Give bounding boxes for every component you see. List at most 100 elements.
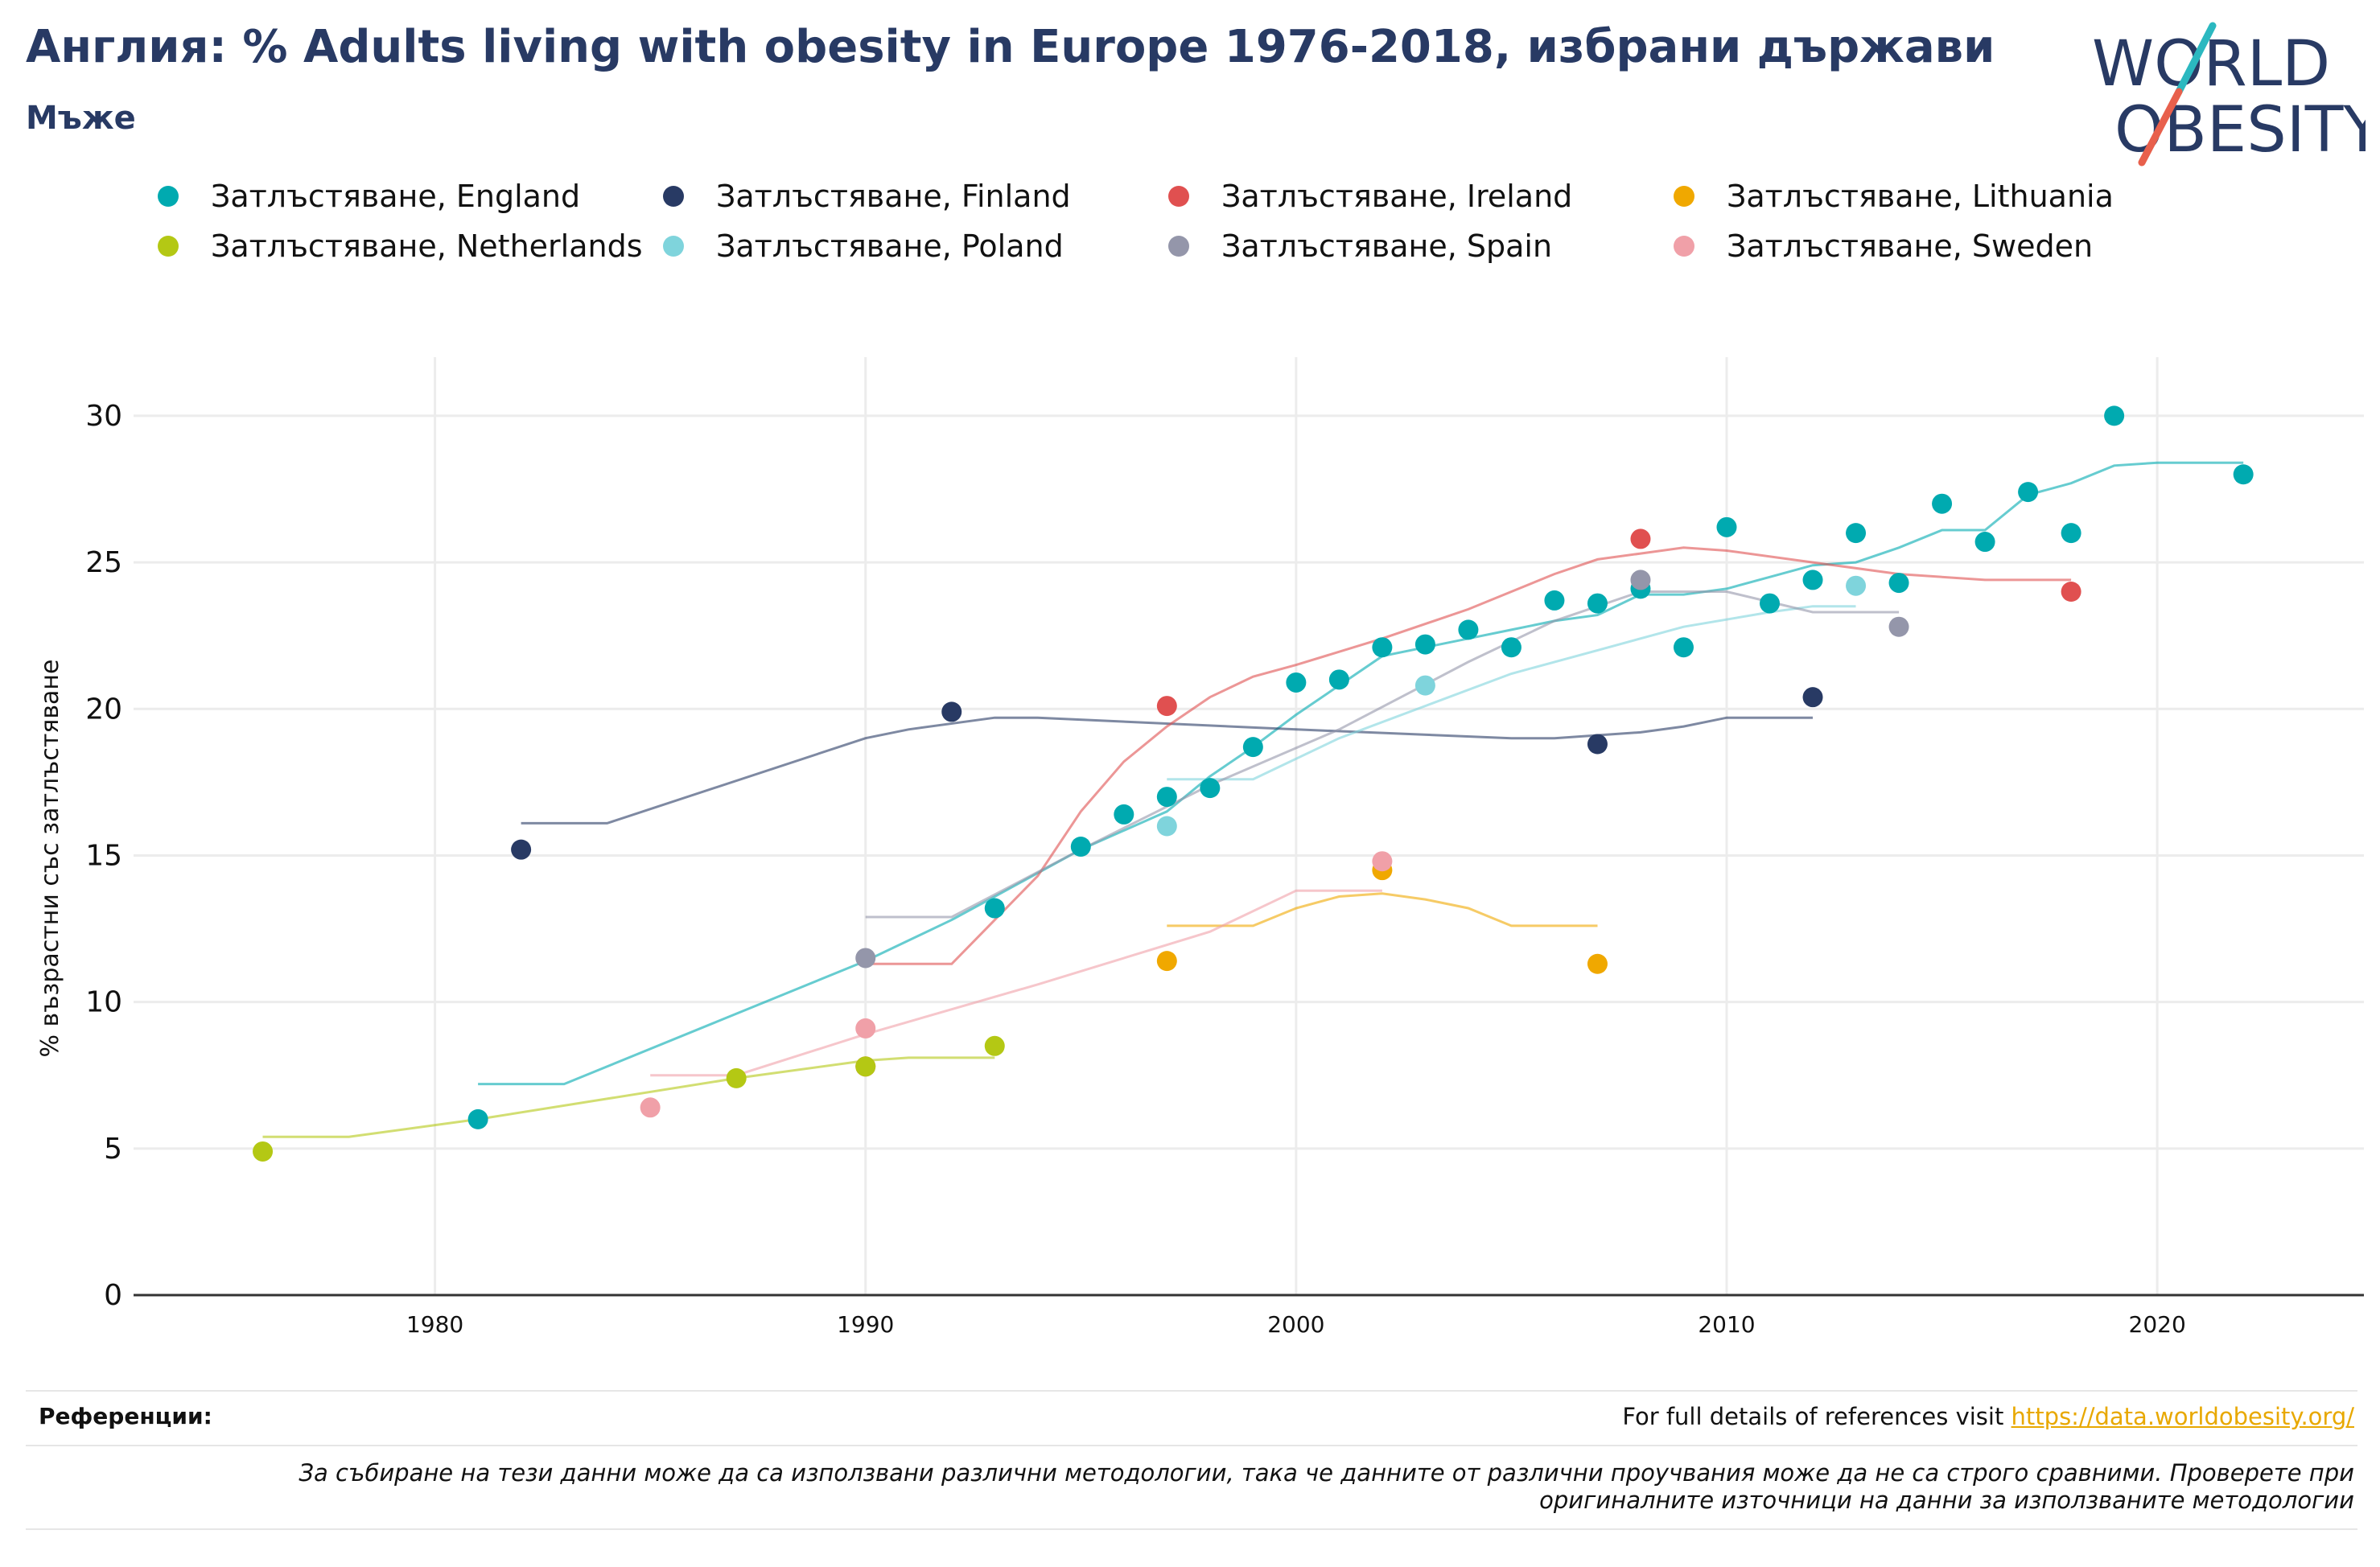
- data-point: [1156, 816, 1177, 837]
- chart-plot: 1980 1990 2000 2010 2020 0 5 10 15 20 25 30 % възрас…: [36, 357, 2364, 1338]
- data-point: [1242, 737, 1263, 758]
- data-point: [2233, 464, 2254, 485]
- y-tick-label: 15: [85, 839, 122, 872]
- data-point: [511, 839, 532, 860]
- data-point: [1372, 637, 1393, 658]
- y-axis-label: % възрастни със затлъстяване: [36, 660, 64, 1058]
- legend-marker: [663, 236, 684, 257]
- trend-line: [1167, 892, 1598, 927]
- data-point: [253, 1141, 274, 1162]
- y-tick-label: 25: [85, 546, 122, 579]
- trend-line: [478, 461, 2244, 1086]
- legend-item: Затлъстяване, Netherlands: [158, 228, 643, 264]
- data-point: [855, 1056, 876, 1077]
- legend-marker: [158, 236, 179, 257]
- data-point: [2104, 405, 2125, 426]
- data-point: [1587, 593, 1608, 614]
- chart-title: Англия: % Adults living with obesity in …: [26, 21, 1995, 73]
- data-point: [1286, 672, 1307, 693]
- data-point: [984, 1035, 1005, 1056]
- legend-item: Затлъстяване, England: [158, 179, 580, 214]
- legend-label: Затлъстяване, Spain: [1221, 228, 1553, 264]
- references-text: For full details of references visit htt…: [1622, 1403, 2354, 1430]
- data-point: [1587, 953, 1608, 974]
- trend-line: [865, 546, 2072, 965]
- data-point: [640, 1097, 661, 1118]
- data-point: [1070, 837, 1091, 858]
- trend-line: [521, 716, 1813, 825]
- data-point: [467, 1108, 488, 1129]
- data-point: [726, 1067, 747, 1088]
- legend-marker: [1168, 236, 1189, 257]
- legend-item: Затлъстяване, Finland: [663, 179, 1071, 214]
- trend-line: [865, 590, 1900, 919]
- data-point: [1587, 734, 1608, 755]
- legend-marker: [1168, 186, 1189, 207]
- legend-label: Затлъстяване, Ireland: [1221, 179, 1573, 214]
- trend-line: [1167, 605, 1856, 781]
- x-tick-label: 2010: [1698, 1311, 1755, 1338]
- legend-item: Затлъстяване, Ireland: [1168, 179, 1572, 214]
- data-point: [1716, 516, 1737, 537]
- legend-label: Затлъстяване, England: [211, 179, 581, 214]
- data-point: [1200, 778, 1221, 799]
- y-tick-label: 20: [85, 693, 122, 726]
- references-label: Референции:: [39, 1403, 212, 1429]
- y-tick-label: 0: [104, 1279, 122, 1312]
- data-point: [2061, 523, 2081, 544]
- data-point: [1372, 851, 1393, 872]
- legend-label: Затлъстяване, Sweden: [1727, 228, 2094, 264]
- legend-marker: [1674, 186, 1694, 207]
- logo-line1: WORLD: [2092, 28, 2330, 101]
- world-obesity-logo: WORLD OBESITY: [2092, 22, 2366, 167]
- legend-label: Затлъстяване, Finland: [716, 179, 1071, 214]
- legend-item: Затлъстяване, Spain: [1168, 228, 1552, 264]
- x-tick-label: 2020: [2129, 1311, 2186, 1338]
- data-point: [1932, 493, 1953, 514]
- data-point: [1846, 523, 1867, 544]
- data-point: [1414, 675, 1435, 696]
- data-point: [2018, 482, 2039, 503]
- methodology-note: За събиране на тези данни може да са изп…: [182, 1459, 2354, 1514]
- legend-label: Затлъстяване, Poland: [716, 228, 1064, 264]
- chart-subtitle: Мъже: [26, 100, 136, 137]
- data-point: [1156, 951, 1177, 972]
- logo-line2: OBESITY: [2114, 94, 2366, 167]
- footer-divider-2: [26, 1445, 2357, 1446]
- data-point: [1156, 696, 1177, 717]
- data-point: [1802, 687, 1823, 708]
- legend-label: Затлъстяване, Netherlands: [211, 228, 643, 264]
- footer-divider: [26, 1390, 2357, 1392]
- legend-marker: [663, 186, 684, 207]
- methodology-note-line-2: оригиналните източници на данни за изпол…: [1539, 1487, 2354, 1514]
- legend-marker: [1674, 236, 1694, 257]
- data-point: [1156, 787, 1177, 808]
- data-point: [1888, 616, 1909, 637]
- methodology-note-line-1: За събиране на тези данни може да са изп…: [299, 1459, 2354, 1487]
- data-point: [1544, 590, 1565, 611]
- data-point: [1802, 570, 1823, 590]
- data-point: [1888, 573, 1909, 594]
- references-prefix: For full details of references visit: [1622, 1403, 2011, 1430]
- references-link[interactable]: https://data.worldobesity.org/: [2011, 1403, 2354, 1430]
- data-point: [1501, 637, 1521, 658]
- x-tick-label: 1980: [406, 1311, 463, 1338]
- data-point: [984, 898, 1005, 919]
- legend-marker: [158, 186, 179, 207]
- data-point: [1846, 575, 1867, 596]
- data-point: [1114, 804, 1134, 825]
- data-point: [1974, 532, 1995, 553]
- data-point: [1630, 570, 1651, 590]
- data-point: [1673, 637, 1694, 658]
- x-tick-label: 1990: [837, 1311, 894, 1338]
- y-tick-label: 30: [85, 400, 122, 433]
- x-tick-label: 2000: [1267, 1311, 1324, 1338]
- y-tick-label: 10: [85, 986, 122, 1019]
- legend-label: Затлъстяване, Lithuania: [1727, 179, 2114, 214]
- legend-item: Затлъстяване, Sweden: [1674, 228, 2093, 264]
- legend-item: Затлъстяване, Lithuania: [1674, 179, 2114, 214]
- footer-divider-3: [26, 1528, 2357, 1530]
- data-point: [941, 701, 962, 722]
- data-point: [1414, 634, 1435, 655]
- data-point: [1328, 669, 1349, 690]
